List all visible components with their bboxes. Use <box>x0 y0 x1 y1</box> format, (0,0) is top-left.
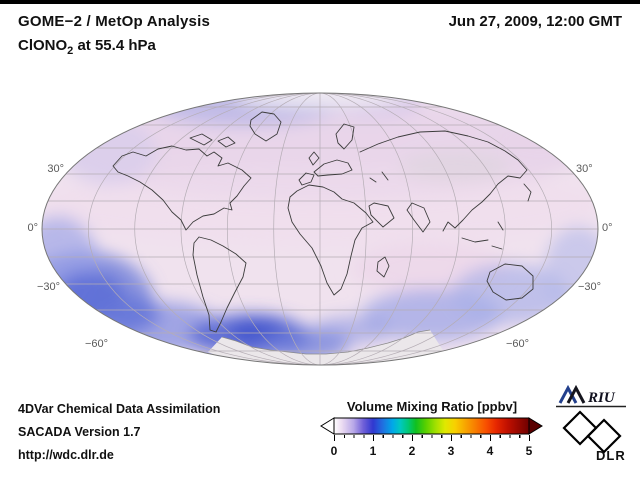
map-outline <box>41 92 599 366</box>
colorbar-title: Volume Mixing Ratio [ppbv] <box>346 399 518 414</box>
antarctica-coastline <box>221 329 431 355</box>
australia-coast <box>486 263 534 301</box>
riu-logo-text: RIU <box>587 390 616 406</box>
arctic-islands <box>189 133 236 148</box>
new-zealand-coast <box>550 305 562 325</box>
lat-label-right-30n: 30° <box>576 163 593 175</box>
lat-label-right-0: 0° <box>602 222 613 234</box>
colorbar-gradient <box>333 417 530 435</box>
madagascar-coast <box>376 256 390 278</box>
lat-label-right-30s: −30° <box>578 281 602 293</box>
page-title: GOME−2 / MetOp Analysis <box>18 13 211 30</box>
inland-seas <box>369 171 389 183</box>
top-border <box>0 0 640 4</box>
species-subscript: 2 <box>67 45 74 57</box>
analysis-datetime: Jun 27, 2009, 12:00 GMT <box>448 13 622 30</box>
coastlines <box>112 111 562 333</box>
lat-label-left-30s: −30° <box>36 281 60 293</box>
india-coast <box>406 202 431 233</box>
lat-label-right-60s: −60° <box>506 338 530 350</box>
europe-coast <box>298 123 355 186</box>
riu-logo-chevron-blue <box>558 384 578 404</box>
indonesia-coast <box>461 221 504 250</box>
south-america-coast <box>192 236 247 333</box>
footer-url-label: http://wdc.dlr.de <box>18 448 114 462</box>
colorbar-underflow-arrow <box>320 417 335 435</box>
greenland-coast <box>249 111 282 142</box>
footer-assimilation-label: 4DVar Chemical Data Assimilation <box>18 402 221 416</box>
dlr-logo-text: DLR <box>596 448 626 463</box>
colorbar: 0 1 2 3 4 5 <box>320 417 546 463</box>
colorbar-tick-2: 2 <box>408 444 416 458</box>
lat-label-left-60s: −60° <box>84 338 108 350</box>
dlr-logo-diamond-2 <box>586 418 622 454</box>
riu-logo-chevron-dark <box>566 384 586 404</box>
colorbar-tick-1: 1 <box>369 444 377 458</box>
pressure-level: at 55.4 hPa <box>73 37 156 54</box>
colorbar-tick-5: 5 <box>525 444 533 458</box>
asia-coast <box>359 130 528 232</box>
arabia-coast <box>368 202 395 228</box>
riu-logo: RIU <box>556 384 626 408</box>
lat-label-left-0: 0° <box>27 222 38 234</box>
footer-version-label: SACADA Version 1.7 <box>18 425 141 439</box>
colorbar-tick-4: 4 <box>486 444 494 458</box>
north-america-coast <box>112 145 252 231</box>
lat-label-left-30n: 30° <box>47 163 64 175</box>
colorbar-overflow-arrow <box>528 417 543 435</box>
species-name: ClONO <box>18 37 68 54</box>
africa-coast <box>287 184 374 296</box>
colorbar-bar <box>320 417 543 435</box>
dlr-logo-diamond-1 <box>562 410 598 446</box>
japan-coast <box>523 183 532 202</box>
dlr-logo <box>562 410 622 454</box>
colorbar-tick-3: 3 <box>447 444 455 458</box>
graticule <box>42 93 598 365</box>
colorbar-tick-0: 0 <box>330 444 338 458</box>
colorbar-major-ticks <box>334 435 530 441</box>
page-subtitle: ClONO2 at 55.4 hPa <box>18 37 156 57</box>
